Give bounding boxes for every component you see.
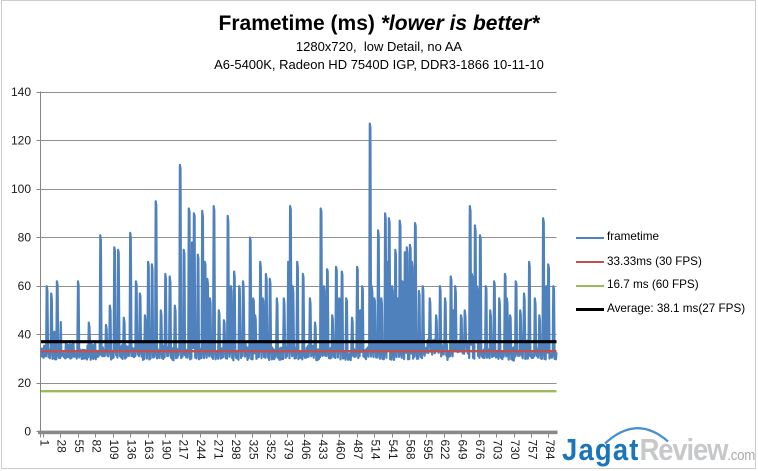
svg-text:784: 784	[543, 440, 557, 460]
svg-text:109: 109	[107, 440, 121, 460]
svg-text:100: 100	[11, 182, 31, 196]
svg-text:595: 595	[421, 440, 435, 460]
svg-text:433: 433	[316, 440, 330, 460]
svg-text:676: 676	[473, 440, 487, 460]
svg-text:568: 568	[403, 440, 417, 460]
svg-text:514: 514	[369, 440, 383, 460]
svg-text:217: 217	[177, 440, 191, 460]
svg-text:271: 271	[212, 440, 226, 460]
svg-text:703: 703	[491, 440, 505, 460]
svg-text:28: 28	[55, 440, 69, 454]
svg-text:622: 622	[438, 440, 452, 460]
svg-text:80: 80	[18, 230, 32, 244]
svg-text:460: 460	[334, 440, 348, 460]
svg-text:487: 487	[351, 440, 365, 460]
svg-text:325: 325	[247, 440, 261, 460]
svg-text:541: 541	[386, 440, 400, 460]
svg-text:140: 140	[11, 85, 31, 99]
svg-text:0: 0	[24, 425, 31, 439]
svg-text:757: 757	[525, 440, 539, 460]
svg-text:55: 55	[72, 440, 86, 454]
svg-text:136: 136	[125, 440, 139, 460]
svg-text:244: 244	[194, 440, 208, 460]
svg-text:379: 379	[281, 440, 295, 460]
svg-text:120: 120	[11, 133, 31, 147]
svg-text:82: 82	[90, 440, 104, 454]
svg-text:649: 649	[456, 440, 470, 460]
svg-text:730: 730	[508, 440, 522, 460]
svg-text:20: 20	[18, 376, 32, 390]
svg-text:163: 163	[142, 440, 156, 460]
svg-text:1: 1	[37, 440, 51, 447]
svg-text:60: 60	[18, 279, 32, 293]
svg-text:298: 298	[229, 440, 243, 460]
svg-text:352: 352	[264, 440, 278, 460]
svg-text:190: 190	[159, 440, 173, 460]
svg-text:40: 40	[18, 328, 32, 342]
svg-text:406: 406	[299, 440, 313, 460]
